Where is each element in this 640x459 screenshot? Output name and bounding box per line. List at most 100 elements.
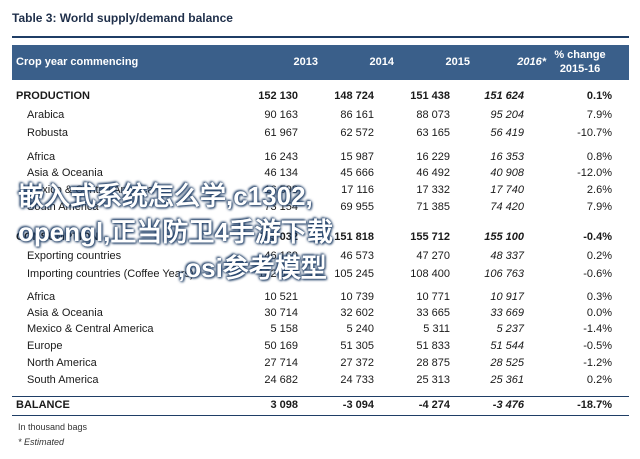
row-value: 10 739 (340, 291, 374, 303)
row-value: 71 385 (416, 201, 450, 213)
row-value: 27 372 (340, 357, 374, 369)
row-value: 5 237 (496, 323, 524, 335)
row-percent-change: -0.6% (583, 268, 612, 280)
row-value: 10 771 (416, 291, 450, 303)
row-percent-change: -0.5% (583, 340, 612, 352)
watermark-line-2: opengl,正当防卫4手游下载 (18, 217, 333, 247)
row-value: 28 875 (416, 357, 450, 369)
row-percent-change: -1.4% (583, 323, 612, 335)
note-units: In thousand bags (18, 422, 88, 432)
row-value: 105 245 (334, 268, 374, 280)
row-value: 10 917 (490, 291, 524, 303)
row-percent-change: 0.8% (586, 151, 612, 163)
row-value: 27 714 (264, 357, 298, 369)
row-value: 90 163 (264, 109, 298, 121)
balance-divider (12, 396, 629, 397)
row-value: 73 154 (264, 201, 298, 213)
row-value: 46 169 (264, 250, 298, 262)
header-year-2014: 2014 (369, 56, 394, 68)
row-percent-change: -10.7% (577, 127, 612, 139)
row-value: 24 733 (340, 374, 374, 386)
row-value: 51 833 (416, 340, 450, 352)
row-value: 15 987 (340, 151, 374, 163)
row-label: Asia & Oceania (27, 307, 103, 319)
header-year-2015: 2015 (445, 56, 470, 68)
row-percent-change: 0.3% (586, 291, 612, 303)
watermark-overlay: 嵌入式系统怎么学,c1302, opengl,正当防卫4手游下载 ,osi参考模… (18, 178, 628, 286)
row-value: 102 863 (258, 268, 298, 280)
row-value: 40 908 (490, 167, 524, 179)
table-row: Importing countries (Coffee Years) 102 86… (12, 266, 629, 282)
table-row: Asia & Oceania 46 134 45 666 46 492 40 908 -1… (12, 165, 629, 181)
row-value: 17 116 (341, 184, 374, 196)
row-value: 17 332 (416, 184, 450, 196)
row-label: Mexico & Central America (27, 184, 154, 196)
row-value: 16 353 (490, 151, 524, 163)
table-row: Africa 10 521 10 739 10 771 10 917 0.3% (12, 289, 629, 305)
row-percent-change: 0.2% (586, 374, 612, 386)
row-percent-change: 7.9% (586, 109, 612, 121)
row-value: 48 337 (490, 250, 524, 262)
table-row: South America 73 154 69 955 71 385 74 420 7.9… (12, 199, 629, 215)
table-row: Robusta 61 967 62 572 63 165 56 419 -10.7% (12, 125, 629, 141)
row-value: 74 420 (490, 201, 524, 213)
row-value: 106 763 (484, 268, 524, 280)
row-value: 46 573 (340, 250, 374, 262)
row-value: 108 400 (410, 268, 450, 280)
row-value: 151 818 (334, 231, 374, 243)
row-label: North America (27, 357, 97, 369)
header-year-2016: 2016* (517, 56, 546, 68)
row-label: Asia & Oceania (27, 167, 103, 179)
row-value: 25 361 (490, 374, 524, 386)
row-value: -4 274 (418, 399, 450, 411)
row-label: South America (27, 374, 99, 386)
row-label: Africa (27, 151, 56, 163)
row-value: 10 521 (264, 291, 298, 303)
table-row: Mexico & Central America 5 158 5 240 5 311 5… (12, 321, 629, 337)
row-percent-change: 0.2% (586, 250, 612, 262)
table-row: PRODUCTION 152 130 148 724 151 438 151 624 0.… (12, 88, 629, 104)
watermark-line-3: ,osi参考模型 (178, 253, 327, 283)
row-value: 148 724 (334, 90, 374, 102)
row-label: PRODUCTION (16, 90, 90, 102)
table-row: Asia & Oceania 30 714 32 602 33 665 33 669 0.… (12, 305, 629, 321)
row-value: 61 967 (264, 127, 298, 139)
header-year-2013: 2013 (293, 56, 318, 68)
row-value: 51 544 (490, 340, 524, 352)
row-value: 16 598 (264, 184, 298, 196)
table-title: Table 3: World supply/demand balance (12, 11, 233, 25)
table-row: North America 27 714 27 372 28 875 28 525 -1.… (12, 355, 629, 371)
row-value: 50 169 (264, 340, 298, 352)
row-percent-change: 0.0% (586, 307, 612, 319)
row-label: South America (27, 201, 99, 213)
row-label: BALANCE (16, 399, 70, 411)
row-value: 16 229 (416, 151, 450, 163)
row-value: 56 419 (490, 127, 524, 139)
table-row: Mexico & Central America 16 598 17 116 17 3… (12, 182, 629, 198)
row-value: 69 955 (340, 201, 374, 213)
row-label: Importing countries (Coffee Years) (27, 268, 194, 280)
top-rule (12, 36, 629, 38)
row-value: 88 073 (416, 109, 450, 121)
table-header: Crop year commencing 2013 2014 2015 2016… (12, 45, 629, 80)
table-row: BALANCE 3 098 -3 094 -4 274 -3 476 -18.7% (12, 397, 629, 413)
row-value: 3 098 (270, 399, 298, 411)
row-percent-change: 0.1% (586, 90, 612, 102)
row-value: 62 572 (340, 127, 374, 139)
row-value: 63 165 (416, 127, 450, 139)
row-label: CONSUMPTION (16, 231, 99, 243)
row-value: 30 714 (264, 307, 298, 319)
row-value: -3 094 (342, 399, 374, 411)
row-value: 5 240 (346, 323, 374, 335)
row-label: Exporting countries (27, 250, 122, 262)
row-value: 24 682 (264, 374, 298, 386)
row-value: 86 161 (340, 109, 374, 121)
row-percent-change: -18.7% (577, 399, 612, 411)
row-value: 155 712 (410, 231, 450, 243)
row-label: Robusta (27, 127, 68, 139)
row-value: 45 666 (340, 167, 374, 179)
row-percent-change: -12.0% (577, 167, 612, 179)
bottom-divider (12, 415, 629, 416)
row-value: 5 158 (270, 323, 298, 335)
row-label: Mexico & Central America (27, 323, 154, 335)
